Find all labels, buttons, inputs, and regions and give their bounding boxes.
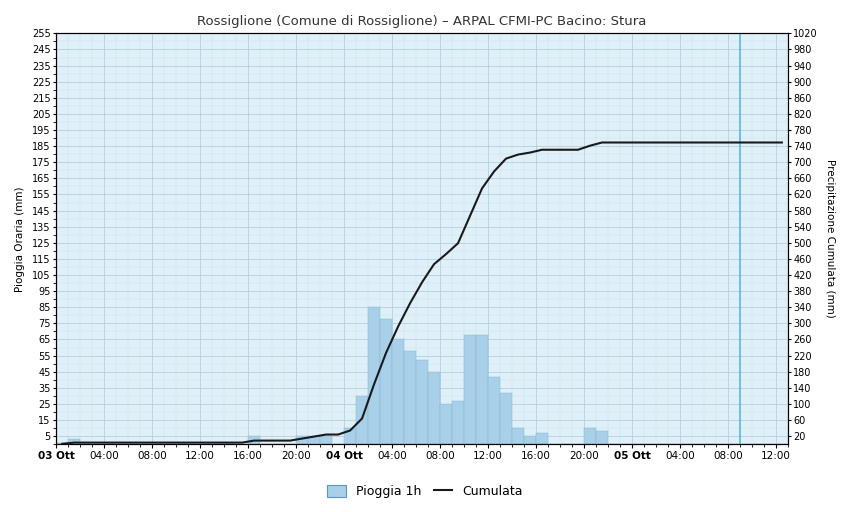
Bar bbox=[320, 436, 332, 444]
Y-axis label: Precipitazione Cumulata (mm): Precipitazione Cumulata (mm) bbox=[825, 159, 835, 318]
Bar bbox=[500, 393, 512, 444]
Y-axis label: Pioggia Oraria (mm): Pioggia Oraria (mm) bbox=[15, 186, 25, 291]
Bar bbox=[308, 436, 320, 444]
Bar bbox=[464, 335, 476, 444]
Bar bbox=[56, 442, 68, 444]
Bar bbox=[344, 428, 356, 444]
Legend: Pioggia 1h, Cumulata: Pioggia 1h, Cumulata bbox=[322, 480, 528, 503]
Bar bbox=[596, 431, 608, 444]
Bar bbox=[296, 436, 308, 444]
Bar bbox=[428, 372, 440, 444]
Bar bbox=[452, 401, 464, 444]
Bar bbox=[416, 360, 428, 444]
Bar bbox=[512, 428, 524, 444]
Bar bbox=[476, 335, 488, 444]
Bar bbox=[440, 404, 452, 444]
Bar bbox=[68, 439, 80, 444]
Bar bbox=[380, 318, 392, 444]
Bar bbox=[368, 307, 380, 444]
Bar bbox=[536, 433, 548, 444]
Bar bbox=[248, 436, 260, 444]
Bar bbox=[356, 396, 368, 444]
Bar bbox=[524, 436, 536, 444]
Bar bbox=[488, 376, 500, 444]
Title: Rossiglione (Comune di Rossiglione) – ARPAL CFMI-PC Bacino: Stura: Rossiglione (Comune di Rossiglione) – AR… bbox=[197, 15, 647, 28]
Bar bbox=[584, 428, 596, 444]
Bar bbox=[404, 351, 416, 444]
Bar bbox=[392, 339, 404, 444]
